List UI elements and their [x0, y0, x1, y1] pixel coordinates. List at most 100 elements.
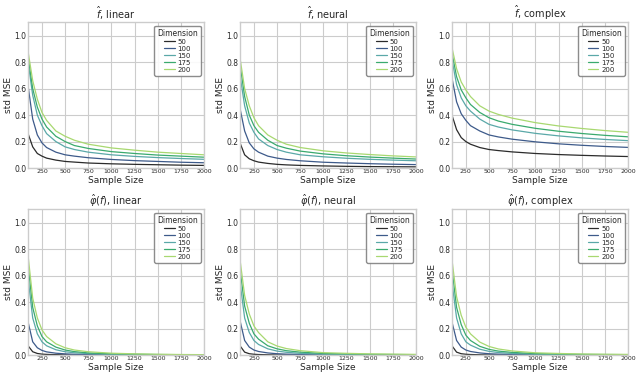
200	[61, 134, 69, 138]
100	[495, 135, 502, 139]
100	[601, 144, 609, 149]
Line: 175: 175	[28, 57, 204, 157]
200	[319, 350, 327, 355]
200	[84, 349, 92, 354]
50	[255, 160, 262, 164]
150	[70, 350, 78, 355]
50	[343, 353, 351, 357]
50	[601, 353, 609, 357]
200	[236, 56, 244, 61]
100	[531, 352, 539, 357]
175	[61, 139, 69, 144]
175	[241, 304, 248, 308]
50	[38, 352, 46, 356]
Line: 175: 175	[452, 53, 628, 137]
100	[200, 161, 208, 165]
175	[343, 352, 351, 356]
175	[70, 349, 78, 354]
150	[177, 353, 185, 357]
200	[154, 150, 162, 155]
175	[458, 88, 465, 92]
100	[264, 154, 271, 158]
50	[24, 131, 32, 136]
Line: 100: 100	[452, 322, 628, 355]
200	[448, 45, 456, 50]
175	[43, 125, 51, 129]
150	[70, 147, 78, 152]
50	[38, 154, 46, 158]
150	[29, 93, 36, 97]
Legend: 50, 100, 150, 175, 200: 50, 100, 150, 175, 200	[154, 213, 201, 262]
100	[177, 353, 185, 357]
50	[495, 353, 502, 357]
Line: 200: 200	[240, 260, 416, 355]
50	[84, 161, 92, 165]
175	[412, 352, 420, 357]
150	[296, 351, 304, 356]
50	[531, 353, 539, 357]
50	[452, 127, 460, 132]
175	[84, 351, 92, 355]
200	[476, 103, 484, 108]
100	[462, 118, 470, 123]
100	[458, 112, 465, 116]
150	[52, 139, 60, 144]
175	[389, 156, 397, 161]
200	[131, 352, 138, 356]
150	[555, 133, 563, 138]
100	[250, 348, 258, 352]
100	[452, 100, 460, 104]
100	[24, 320, 32, 324]
150	[131, 154, 138, 159]
100	[70, 154, 78, 158]
100	[452, 338, 460, 343]
X-axis label: Sample Size: Sample Size	[88, 363, 144, 372]
50	[177, 163, 185, 167]
Line: 100: 100	[28, 322, 204, 355]
50	[467, 352, 474, 357]
150	[531, 352, 539, 356]
200	[319, 149, 327, 153]
50	[250, 159, 258, 163]
100	[296, 159, 304, 163]
200	[531, 350, 539, 355]
200	[578, 352, 586, 356]
150	[531, 131, 539, 136]
50	[485, 353, 493, 357]
200	[29, 296, 36, 300]
200	[38, 110, 46, 115]
150	[389, 158, 397, 162]
150	[255, 136, 262, 141]
150	[495, 125, 502, 129]
100	[458, 345, 465, 349]
175	[273, 347, 281, 351]
200	[366, 352, 374, 356]
100	[154, 353, 162, 357]
175	[389, 352, 397, 357]
175	[448, 267, 456, 271]
100	[250, 147, 258, 151]
175	[154, 153, 162, 157]
100	[52, 150, 60, 155]
Line: 175: 175	[240, 269, 416, 355]
150	[33, 332, 41, 336]
50	[246, 156, 253, 161]
175	[250, 332, 258, 336]
150	[29, 316, 36, 320]
175	[273, 143, 281, 148]
50	[131, 353, 138, 357]
150	[366, 157, 374, 162]
200	[476, 340, 484, 344]
175	[412, 157, 420, 161]
Legend: 50, 100, 150, 175, 200: 50, 100, 150, 175, 200	[579, 213, 625, 262]
200	[495, 347, 502, 351]
150	[131, 352, 138, 357]
150	[282, 350, 290, 355]
150	[43, 344, 51, 348]
50	[108, 162, 115, 166]
100	[273, 156, 281, 161]
100	[273, 352, 281, 356]
175	[38, 334, 46, 339]
175	[578, 131, 586, 136]
100	[601, 353, 609, 357]
